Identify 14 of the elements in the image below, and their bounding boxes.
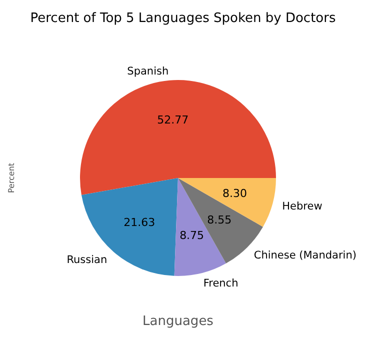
slice-label: Russian bbox=[66, 254, 108, 266]
slice-label: Spanish bbox=[127, 65, 169, 78]
slice-label: Hebrew bbox=[282, 200, 323, 212]
data-label: 21.63 bbox=[124, 216, 156, 230]
data-label: 8.55 bbox=[207, 214, 232, 227]
text: Languages bbox=[142, 314, 214, 329]
slice-label: Chinese (Mandarin) bbox=[254, 249, 356, 262]
text: Percent bbox=[7, 162, 16, 194]
pie-slice bbox=[178, 178, 276, 227]
data-label: 52.77 bbox=[157, 113, 189, 126]
data-label: 8.30 bbox=[222, 187, 248, 200]
chart-title: Percent of Top 5 Languages Spoken by Doctors bbox=[30, 11, 336, 26]
data-label: 8.75 bbox=[180, 229, 204, 242]
slice-label: French bbox=[203, 277, 238, 290]
